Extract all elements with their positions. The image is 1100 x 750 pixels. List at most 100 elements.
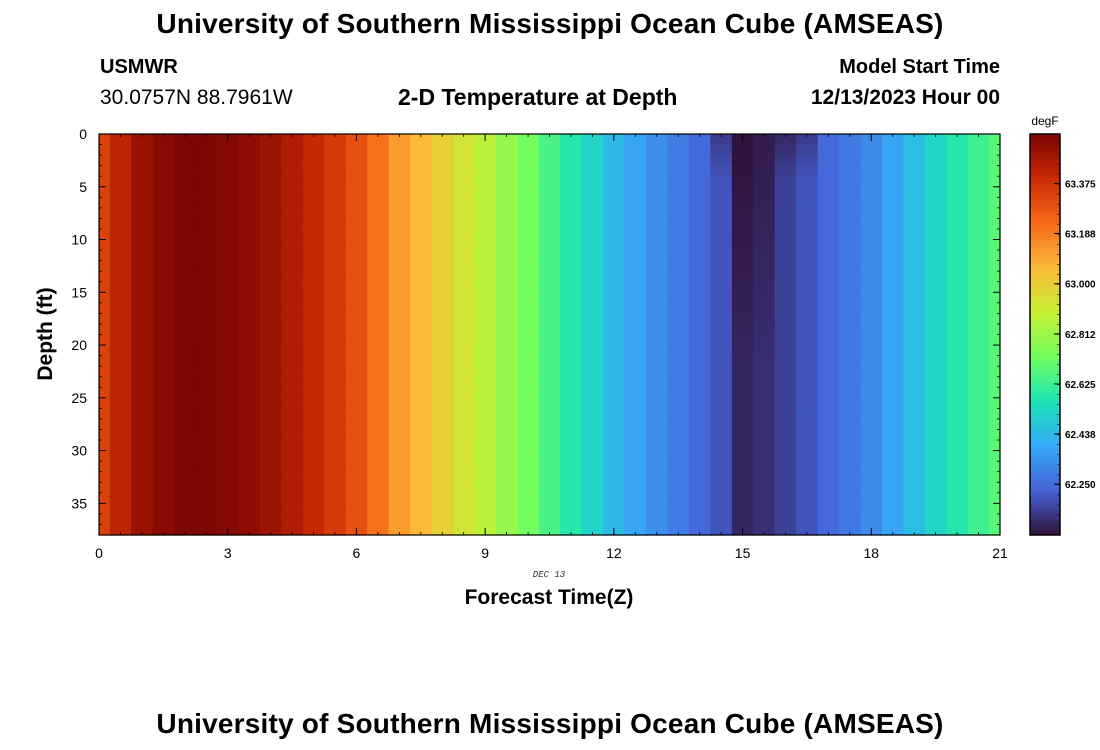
heatmap-cell (367, 302, 390, 314)
heatmap-cell (688, 165, 711, 177)
x-tick-label: 3 (224, 545, 232, 561)
colorbar-unit: degF (1031, 114, 1058, 128)
heatmap-cell (967, 461, 990, 473)
heatmap-cell (667, 207, 690, 220)
heatmap-cell (324, 144, 347, 156)
heatmap-cell (195, 176, 218, 188)
heatmap-cell (367, 440, 390, 452)
heatmap-cell (924, 355, 947, 367)
heatmap-cell (967, 176, 990, 188)
heatmap-cell (302, 323, 325, 336)
heatmap-cell (345, 355, 368, 367)
heatmap-cell (839, 323, 862, 336)
heatmap-cell (302, 450, 325, 462)
heatmap-cell (281, 292, 304, 304)
heatmap-cell (238, 450, 261, 462)
heatmap-cell (174, 524, 197, 536)
heatmap-cell (688, 355, 711, 367)
heatmap-cell (903, 345, 926, 357)
heatmap-cell (839, 302, 862, 314)
heatmap-cell (560, 429, 583, 441)
heatmap-cell (367, 260, 390, 272)
heatmap-cell (581, 218, 604, 230)
heatmap-cell (99, 239, 111, 251)
heatmap-cell (495, 218, 518, 230)
heatmap-cell (796, 355, 819, 367)
heatmap-cell (967, 387, 990, 399)
heatmap-cell (967, 366, 990, 378)
heatmap-cell (753, 503, 776, 515)
heatmap-cell (367, 482, 390, 494)
x-tick-label: 18 (863, 545, 879, 561)
heatmap-cell (667, 176, 690, 188)
heatmap-cell (860, 503, 883, 515)
heatmap-cell (946, 440, 969, 452)
heatmap-cell (452, 366, 476, 378)
heatmap-cell (731, 429, 754, 441)
heatmap-cell (195, 408, 218, 420)
heatmap-cell (667, 429, 690, 441)
heatmap-cell (646, 176, 669, 188)
heatmap-cell (646, 450, 669, 462)
heatmap-cell (474, 292, 497, 304)
heatmap-cell (367, 207, 390, 220)
heatmap-cell (989, 376, 1001, 388)
heatmap-cell (774, 292, 797, 304)
heatmap-cell (774, 366, 797, 378)
heatmap-cell (774, 197, 797, 209)
heatmap-cell (624, 440, 647, 452)
heatmap-cell (667, 292, 690, 304)
heatmap-cell (99, 524, 111, 536)
heatmap-cell (259, 176, 282, 188)
heatmap-cell (152, 134, 175, 146)
heatmap-cell (152, 323, 175, 336)
heatmap-cell (99, 218, 111, 230)
heatmap-cell (452, 218, 476, 230)
heatmap-cell (410, 376, 433, 388)
heatmap-cell (924, 376, 947, 388)
heatmap-cell (152, 165, 175, 177)
heatmap-cell (495, 471, 518, 483)
heatmap-cell (646, 334, 669, 346)
heatmap-cell (796, 260, 819, 272)
heatmap-cell (281, 250, 304, 262)
heatmap-cell (195, 250, 218, 262)
heatmap-cell (388, 492, 411, 504)
heatmap-cell (388, 250, 411, 262)
heatmap-cell (517, 524, 540, 536)
heatmap-cell (367, 355, 390, 367)
heatmap-cell (495, 387, 518, 399)
heatmap-cell (774, 228, 797, 241)
heatmap-cell (924, 228, 947, 241)
heatmap-cell (131, 482, 154, 494)
heatmap-cell (452, 355, 476, 367)
heatmap-cell (195, 323, 218, 336)
heatmap-cell (710, 366, 733, 378)
heatmap-cell (517, 471, 540, 483)
heatmap-cell (452, 440, 476, 452)
heatmap-cell (796, 176, 819, 188)
heatmap-cell (903, 323, 926, 336)
heatmap-cell (688, 228, 711, 241)
heatmap-cell (946, 313, 969, 325)
heatmap-cell (302, 218, 325, 230)
heatmap-cell (560, 450, 583, 462)
heatmap-cell (324, 513, 347, 526)
heatmap-cell (774, 397, 797, 409)
heatmap-cell (131, 218, 154, 230)
heatmap-cell (774, 345, 797, 357)
heatmap-cell (99, 513, 111, 526)
heatmap-cell (753, 218, 776, 230)
heatmap-cell (538, 271, 561, 283)
heatmap-cell (452, 461, 476, 473)
heatmap-cell (538, 334, 561, 346)
heatmap-cell (646, 239, 669, 251)
heatmap-cell (474, 418, 497, 431)
heatmap-cell (517, 355, 540, 367)
heatmap-cell (174, 271, 197, 283)
heatmap-cell (967, 260, 990, 272)
heatmap-cell (624, 471, 647, 483)
heatmap-cell (195, 207, 218, 220)
heatmap-cell (560, 482, 583, 494)
heatmap-cell (517, 239, 540, 251)
